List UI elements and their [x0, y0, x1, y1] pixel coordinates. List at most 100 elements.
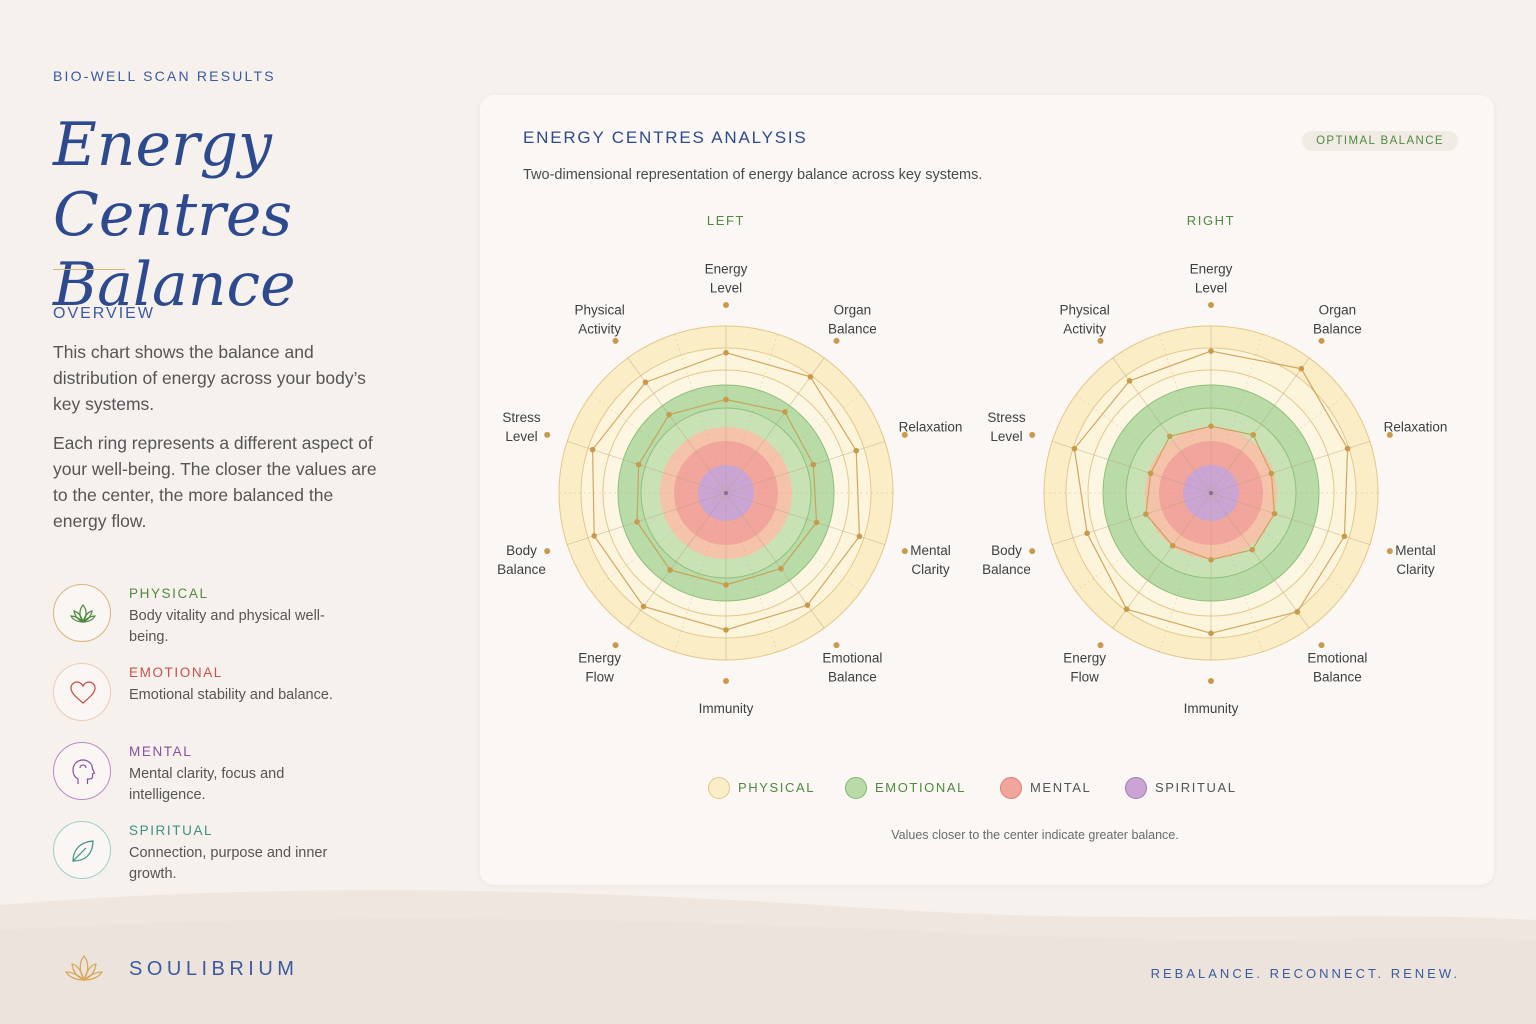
axis-label: Organ Balance [1313, 303, 1362, 337]
axis-end-point [1029, 431, 1036, 438]
axis-label: Body Balance [497, 543, 546, 577]
data-point [1250, 432, 1257, 438]
category-spiritual: SPIRITUAL Connection, purpose and inner … [53, 821, 393, 883]
data-point [856, 533, 863, 540]
data-point [807, 374, 814, 380]
legend-swatch [1125, 777, 1147, 799]
data-point [810, 461, 817, 468]
axis-label: Body Balance [982, 543, 1031, 577]
data-point [589, 446, 596, 453]
radar-title: RIGHT [1187, 213, 1235, 228]
page-title-line2: Balance [53, 250, 296, 320]
category-name: SPIRITUAL [129, 823, 214, 838]
axis-end-point [901, 548, 908, 555]
overview-paragraph-2: Each ring represents a different aspect … [53, 433, 377, 531]
axis-line [1210, 492, 1310, 629]
legend-swatch [708, 777, 730, 799]
category-name: PHYSICAL [129, 586, 209, 601]
category-description: Mental clarity, focus and intelligence. [129, 766, 285, 803]
chart-legend: PHYSICAL EMOTIONAL MENTAL SPIRITUAL [480, 775, 1494, 801]
legend-label: EMOTIONAL [875, 780, 966, 795]
axis-end-point [1208, 678, 1214, 684]
category-description: Connection, purpose and inner growth. [129, 845, 328, 882]
data-point [1344, 445, 1351, 452]
title-divider [53, 269, 125, 270]
page-title: Energy Centres Balance [53, 110, 473, 320]
analysis-panel: ENERGY CENTRES ANALYSIS OPTIMAL BALANCE … [480, 95, 1494, 885]
data-point [1341, 533, 1348, 540]
data-point [1084, 530, 1090, 537]
legend-label: PHYSICAL [738, 780, 816, 795]
radar-charts: LEFT Energy Level Organ Balance Relaxation Men… [497, 213, 1448, 716]
data-point [723, 627, 729, 633]
lotus-icon [53, 584, 111, 642]
data-point [723, 396, 729, 403]
axis-end-point [544, 548, 551, 555]
radar-chart-0: LEFT Energy Level Organ Balance Relaxation Men… [497, 213, 962, 716]
data-point [804, 602, 811, 608]
axis-end-point [1318, 642, 1325, 649]
axis-label: Emotional Balance [1307, 650, 1367, 684]
brand: SOULIBRIUM [62, 950, 294, 990]
data-point [723, 582, 729, 588]
overview-heading: OVERVIEW [53, 305, 155, 322]
overview-paragraph-1: This chart shows the balance and distrib… [53, 342, 366, 414]
axis-label: Relaxation [1384, 420, 1448, 435]
data-point [1298, 365, 1305, 372]
axis-end-point [833, 337, 840, 344]
axis-label: Stress Level [987, 410, 1026, 444]
legend-label: MENTAL [1030, 780, 1092, 795]
axis-line [1052, 441, 1212, 494]
axis-label: Energy Level [705, 262, 748, 296]
legend-swatch [1000, 777, 1022, 799]
axis-label: Emotional Balance [822, 650, 882, 684]
data-point [782, 409, 788, 415]
axis-label: Energy Flow [578, 650, 621, 684]
axis-end-point [1386, 548, 1393, 555]
leaf-icon [53, 821, 111, 879]
category-description: Body vitality and physical well-being. [129, 608, 325, 645]
data-point [1169, 542, 1176, 549]
axis-label: Physical Activity [574, 303, 624, 337]
axis-end-point [544, 431, 551, 438]
axis-label: Mental Clarity [910, 543, 951, 577]
panel-title: ENERGY CENTRES ANALYSIS [523, 128, 808, 147]
axis-line [1112, 492, 1212, 629]
center-point [1209, 491, 1213, 495]
data-point [1249, 546, 1256, 553]
axis-line [1052, 492, 1212, 545]
data-point [853, 447, 860, 454]
head-profile-icon [53, 742, 111, 800]
data-point [813, 519, 820, 526]
data-point [1208, 557, 1214, 563]
data-point [1147, 470, 1154, 477]
axis-label: Mental Clarity [1395, 543, 1436, 577]
data-point [591, 533, 597, 539]
axis-label: Physical Activity [1059, 303, 1109, 337]
footer-wave [0, 890, 1536, 1024]
category-emotional: EMOTIONAL Emotional stability and balanc… [53, 663, 393, 725]
chart-footnote: Values closer to the center indicate gre… [891, 828, 1179, 842]
axis-end-point [723, 302, 729, 308]
data-point [1208, 348, 1214, 354]
axis-line [725, 357, 825, 494]
data-point [666, 411, 672, 418]
axis-end-point [901, 431, 908, 438]
axis-end-point [1386, 431, 1393, 438]
category-description: Emotional stability and balance. [129, 687, 333, 703]
data-point [634, 519, 640, 525]
data-point [1143, 511, 1149, 517]
tagline: REBALANCE. RECONNECT. RENEW. [1150, 966, 1460, 981]
axis-label: Immunity [699, 701, 754, 716]
axis-line [1210, 441, 1370, 494]
category-name: EMOTIONAL [129, 665, 223, 680]
axis-end-point [612, 642, 619, 649]
axis-label: Energy Flow [1063, 650, 1106, 684]
brand-name: SOULIBRIUM [129, 958, 299, 980]
data-point [1166, 433, 1173, 440]
data-point [778, 565, 784, 572]
page-title-line1: Energy Centres [53, 110, 293, 250]
axis-end-point [1097, 642, 1104, 649]
data-point [1294, 609, 1301, 615]
data-point [667, 567, 673, 573]
